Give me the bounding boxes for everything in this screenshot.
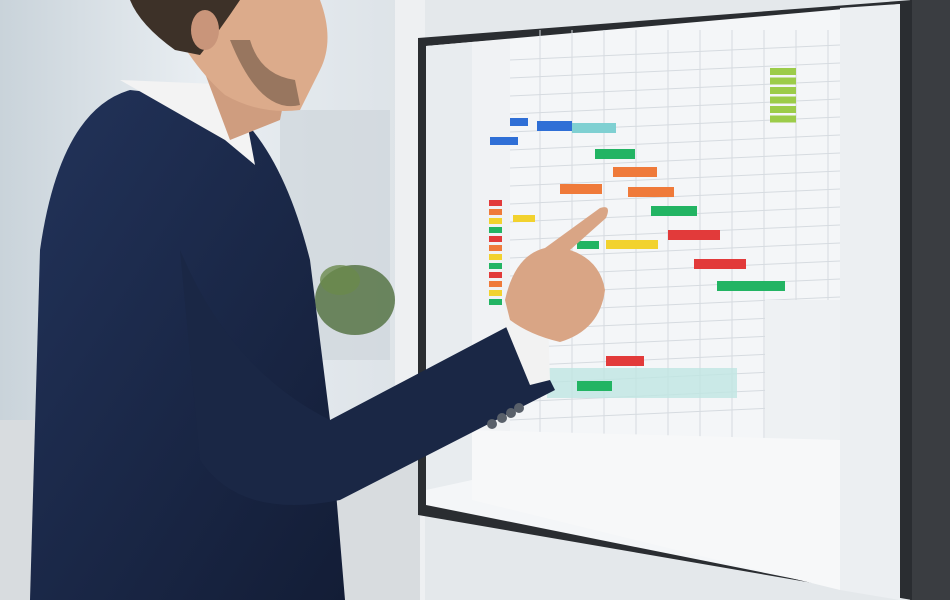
status-chip: [770, 115, 796, 123]
task-status-chip: [489, 299, 502, 305]
man: [30, 0, 608, 600]
task-status-chip: [489, 290, 502, 296]
gantt-bar-orange[interactable]: [613, 167, 657, 177]
status-chip: [770, 96, 796, 104]
grid-line: [509, 170, 841, 187]
grid-line: [509, 44, 841, 61]
gantt-bar-red[interactable]: [606, 356, 644, 366]
sleeve-buttons: [487, 403, 524, 429]
wall-edge: [910, 0, 950, 600]
gantt-bar-orange[interactable]: [628, 187, 674, 197]
ear: [191, 10, 219, 50]
highlight-band: [547, 368, 737, 398]
task-status-chip: [489, 254, 502, 260]
task-status-chip: [489, 245, 502, 251]
gantt-bar-orange[interactable]: [560, 184, 602, 194]
task-status-chip: [489, 236, 502, 242]
gantt-bar-red[interactable]: [668, 230, 720, 240]
pointing-hand: [505, 207, 608, 342]
grid-line: [509, 152, 841, 169]
task-status-chip: [489, 218, 502, 224]
gantt-bars: [490, 118, 785, 391]
status-chip: [770, 106, 796, 113]
status-chip: [770, 68, 796, 75]
task-status-chip: [489, 281, 502, 287]
task-status-chip: [489, 263, 502, 269]
task-status-chip: [489, 209, 502, 215]
beard: [230, 40, 300, 107]
suit-sleeve: [180, 250, 555, 505]
task-status-chip: [489, 272, 502, 278]
gantt-bar-blue[interactable]: [490, 137, 518, 145]
gantt-bar-red[interactable]: [694, 259, 746, 269]
gantt-bar-yellow[interactable]: [606, 240, 658, 249]
gantt-bar-green[interactable]: [577, 241, 599, 249]
grid-line: [509, 62, 841, 79]
gantt-bar-green[interactable]: [717, 281, 785, 291]
task-status-chip: [489, 200, 502, 206]
task-status-chip: [489, 227, 502, 233]
gantt-bar-yellow[interactable]: [513, 215, 535, 222]
right-panel: [840, 4, 900, 600]
gantt-bar-green[interactable]: [595, 149, 635, 159]
bottom-table: [472, 430, 840, 590]
status-chip: [770, 87, 796, 94]
task-markers: [489, 68, 796, 305]
grid-line: [509, 134, 841, 151]
gantt-bar-green[interactable]: [651, 206, 697, 216]
gantt-bar-teal[interactable]: [572, 123, 616, 133]
plant: [315, 265, 395, 335]
grid-line: [509, 188, 841, 205]
gantt-bar-green[interactable]: [577, 381, 612, 391]
gantt-bar-blue[interactable]: [510, 118, 528, 126]
gantt-bar-blue[interactable]: [537, 121, 572, 131]
status-chip: [770, 77, 796, 85]
